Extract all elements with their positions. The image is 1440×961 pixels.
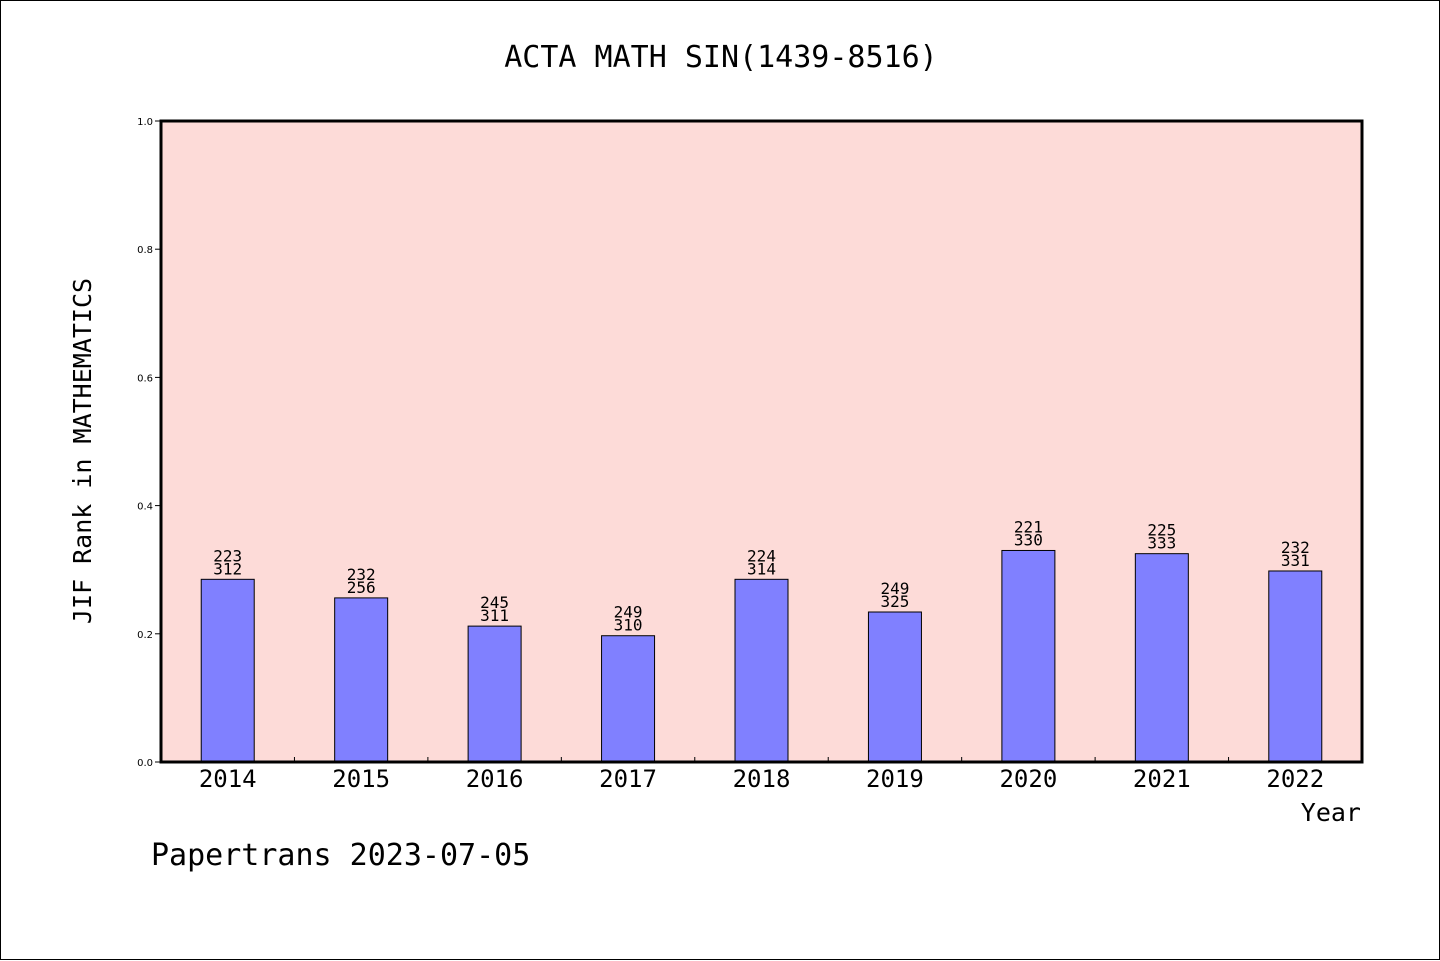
bar-label-rank-2022: 232 <box>1281 538 1310 557</box>
x-tick-label-2017: 2017 <box>599 765 657 793</box>
bar-2017 <box>601 635 656 763</box>
bar-label-rank-2016: 245 <box>480 593 509 612</box>
bar-label-total-2014: 312 <box>213 559 242 578</box>
bar-label-total-2020: 330 <box>1014 530 1043 549</box>
bar-label-total-2017: 310 <box>614 616 643 635</box>
x-tick-label-2014: 2014 <box>199 765 257 793</box>
bars-group <box>200 549 1323 763</box>
y-tick-label: 0.8 <box>137 245 153 256</box>
bar-label-rank-2018: 224 <box>747 546 776 565</box>
bar-label-rank-2017: 249 <box>614 603 643 622</box>
bar-label-rank-2021: 225 <box>1147 521 1176 540</box>
chart-title: ACTA MATH SIN(1439-8516) <box>504 40 937 75</box>
y-tick-label: 0.0 <box>137 758 153 769</box>
plot-border <box>159 119 1364 764</box>
bar-2019 <box>867 611 922 763</box>
y-axis-ticks: 0.0 0.2 0.4 0.6 0.8 1.0 <box>137 117 161 769</box>
bar-label-rank-2019: 249 <box>880 579 909 598</box>
bar-label-rank-2014: 223 <box>213 546 242 565</box>
y-tick-label: 0.2 <box>137 630 153 641</box>
x-tick-label-2015: 2015 <box>332 765 390 793</box>
y-tick-label: 0.6 <box>137 373 153 384</box>
x-axis-label: Year <box>1301 798 1361 827</box>
bar-label-total-2019: 325 <box>880 592 909 611</box>
bar-label-total-2022: 331 <box>1281 551 1310 570</box>
bar-2016 <box>467 625 522 763</box>
footer-credit: Papertrans 2023-07-05 <box>151 838 530 873</box>
bar-label-total-2021: 333 <box>1147 534 1176 553</box>
bar-label-total-2018: 314 <box>747 559 776 578</box>
x-tick-label-2019: 2019 <box>866 765 924 793</box>
x-axis-ticks: 2014 2015 2016 2017 2018 2019 2020 2021 2022 <box>199 757 1324 793</box>
bar-label-total-2015: 256 <box>347 578 376 597</box>
y-axis-label: JIF Rank in MATHEMATICS <box>68 278 97 624</box>
x-tick-label-2021: 2021 <box>1133 765 1191 793</box>
x-tick-label-2020: 2020 <box>999 765 1057 793</box>
bar-label-rank-2015: 232 <box>347 565 376 584</box>
x-tick-label-2022: 2022 <box>1266 765 1324 793</box>
y-tick-label: 0.4 <box>137 502 153 513</box>
x-tick-label-2018: 2018 <box>733 765 791 793</box>
bar-label-rank-2020: 221 <box>1014 517 1043 536</box>
bar-2014 <box>200 578 255 763</box>
bar-2018 <box>734 578 789 763</box>
bar-2022 <box>1268 570 1323 763</box>
x-tick-label-2016: 2016 <box>466 765 524 793</box>
bar-2020 <box>1001 549 1056 763</box>
y-tick-label: 1.0 <box>137 117 153 128</box>
bar-2021 <box>1134 553 1189 763</box>
bar-label-total-2016: 311 <box>480 606 509 625</box>
bar-2015 <box>334 597 389 763</box>
